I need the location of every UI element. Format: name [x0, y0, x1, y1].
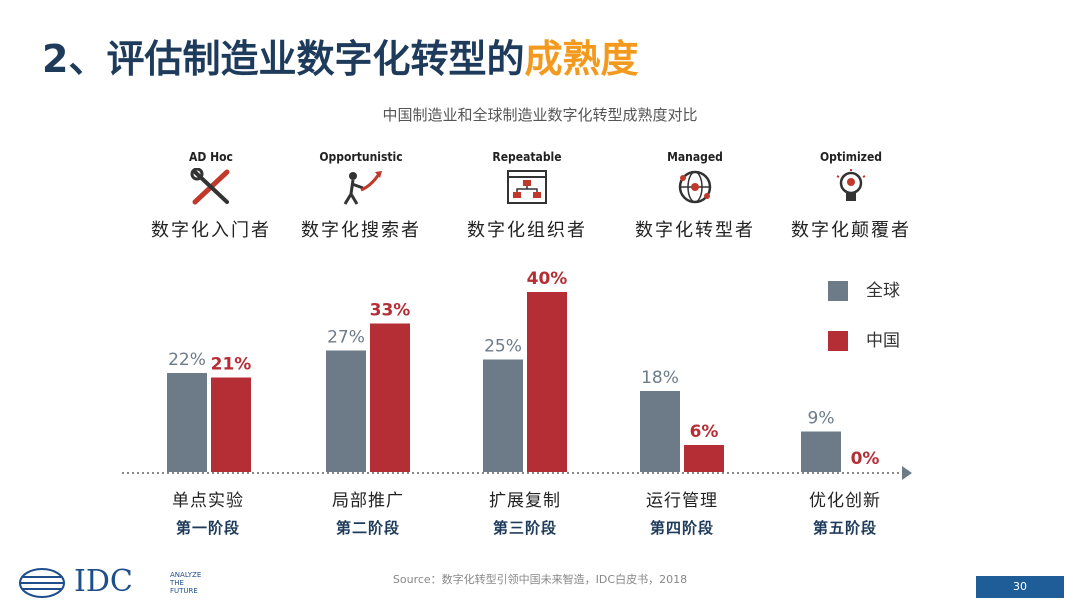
data-label-china-4: 6% — [690, 422, 719, 442]
network-globe-icon — [678, 170, 712, 204]
data-label-china-2: 33% — [370, 301, 411, 321]
category-label: 单点实验 — [172, 491, 244, 511]
stage-header-1: AD Hoc 数字化入门者 — [136, 150, 286, 242]
stage-header-5: Optimized 数字化颠覆者 — [776, 150, 926, 242]
category-label: 局部推广 — [332, 491, 404, 511]
stage-cn-label: 数字化组织者 — [467, 220, 587, 241]
bar-global-1 — [167, 373, 207, 472]
category-1: 单点实验 第一阶段 — [138, 486, 278, 538]
category-2: 局部推广 第二阶段 — [298, 486, 438, 538]
category-stage: 第一阶段 — [175, 519, 240, 537]
chart-title: 中国制造业和全球制造业数字化转型成熟度对比 — [382, 106, 698, 124]
bar-global-5 — [801, 431, 841, 472]
bar-china-4 — [684, 445, 724, 472]
category-label: 扩展复制 — [489, 491, 561, 511]
data-label-global-5: 9% — [808, 409, 835, 429]
category-label: 运行管理 — [646, 491, 718, 511]
stage-header-2: Opportunistic 数字化搜索者 — [286, 150, 436, 242]
stage-cn-label: 数字化入门者 — [151, 220, 271, 241]
data-label-china-1: 21% — [211, 355, 252, 375]
bar-china-1 — [211, 377, 251, 472]
category-label: 优化创新 — [809, 491, 881, 511]
source-note: Source：数字化转型引领中国未来智造，IDC白皮书，2018 — [392, 573, 688, 586]
legend-china: 中国 — [828, 326, 900, 351]
stage-en-label: AD Hoc — [189, 150, 233, 164]
bar-global-2 — [326, 350, 366, 472]
page-title: 2、评估制造业数字化转型的成熟度 — [42, 37, 639, 81]
category-4: 运行管理 第四阶段 — [612, 486, 752, 538]
category-5: 优化创新 第五阶段 — [775, 486, 915, 538]
bar-china-2 — [370, 323, 410, 472]
stage-cn-label: 数字化颠覆者 — [791, 220, 911, 241]
stage-header-4: Managed 数字化转型者 — [620, 150, 770, 242]
page-number: 30 — [976, 576, 1064, 598]
bar-global-4 — [640, 391, 680, 472]
legend-swatch-china — [828, 331, 848, 351]
logo-tagline: ANALYZE THE FUTURE — [170, 571, 202, 595]
idc-globe-icon — [19, 568, 65, 598]
stage-header-3: Repeatable 数字化组织者 — [452, 150, 602, 242]
category-stage: 第四阶段 — [649, 519, 714, 537]
data-label-global-3: 25% — [484, 337, 522, 357]
bar-global-3 — [483, 359, 523, 472]
data-label-china-5: 0% — [851, 449, 880, 469]
data-label-global-2: 27% — [327, 328, 365, 348]
stage-en-label: Repeatable — [492, 150, 562, 164]
stage-en-label: Managed — [667, 150, 723, 164]
legend-global: 全球 — [828, 276, 900, 301]
stage-en-label: Optimized — [819, 150, 883, 164]
org-chart-icon — [507, 170, 547, 204]
category-stage: 第二阶段 — [335, 519, 400, 537]
climber-icon — [343, 171, 382, 205]
category-stage: 第五阶段 — [812, 519, 877, 537]
bar-china-3 — [527, 292, 567, 472]
category-stage: 第三阶段 — [492, 519, 557, 537]
category-3: 扩展复制 第三阶段 — [455, 486, 595, 538]
lightbulb-icon — [836, 169, 866, 201]
tools-icon — [190, 167, 230, 205]
data-label-china-3: 40% — [527, 269, 568, 289]
logo-text: IDC — [74, 564, 133, 599]
stage-en-label: Opportunistic — [319, 150, 403, 164]
stage-cn-label: 数字化转型者 — [635, 220, 755, 241]
data-label-global-4: 18% — [641, 368, 679, 388]
legend-swatch-global — [828, 281, 848, 301]
stage-cn-label: 数字化搜索者 — [301, 220, 421, 241]
title-highlight: 成熟度 — [524, 37, 639, 81]
x-axis-arrow — [902, 466, 912, 480]
data-label-global-1: 22% — [168, 350, 206, 370]
